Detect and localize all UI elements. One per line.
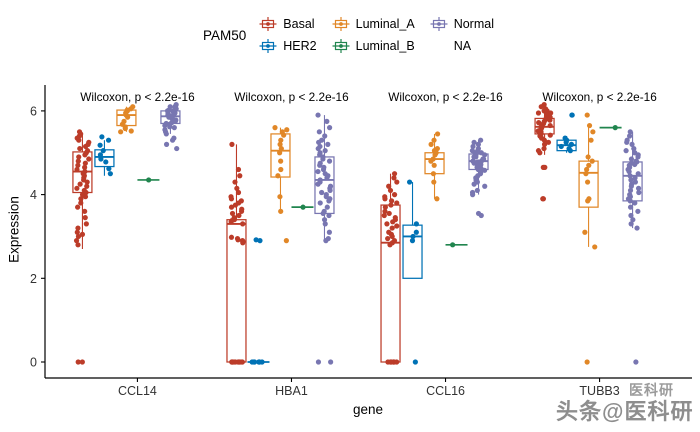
legend-item-her2: HER2 [259, 35, 317, 57]
legend-label: Luminal_A [355, 17, 415, 31]
y-axis-title: Expression [6, 196, 22, 263]
svg-text:HBA1: HBA1 [275, 384, 308, 398]
boxplot-key-icon [332, 15, 350, 33]
svg-text:Wilcoxon, p < 2.2e-16: Wilcoxon, p < 2.2e-16 [234, 90, 349, 104]
legend-item-basal: Basal [259, 13, 316, 35]
watermark-large: 头条@医科研 [556, 399, 694, 424]
legend-title: PAM50 [203, 27, 247, 43]
svg-text:Wilcoxon, p < 2.2e-16: Wilcoxon, p < 2.2e-16 [542, 90, 657, 104]
legend-label: Normal [453, 17, 494, 31]
legend-label: Basal [283, 17, 315, 31]
watermark-small: 医科研 [629, 382, 674, 398]
svg-text:6: 6 [30, 104, 37, 118]
legend-grid: Basal HER2 Luminal_A Luminal_B Normal NA [259, 13, 494, 57]
boxplot-key-icon [259, 15, 277, 33]
legend-item-normal: Normal [430, 13, 494, 35]
boxplot-key-icon [259, 37, 277, 55]
svg-text:Wilcoxon, p < 2.2e-16: Wilcoxon, p < 2.2e-16 [388, 90, 503, 104]
boxplot-key-icon [332, 37, 350, 55]
legend-label: Luminal_B [355, 39, 415, 53]
legend: PAM50 Basal HER2 Luminal_A Luminal_B Nor… [203, 13, 494, 57]
svg-text:2: 2 [30, 272, 37, 286]
boxplot-key-icon [430, 15, 448, 33]
legend-label: NA [453, 39, 472, 53]
svg-text:0: 0 [30, 356, 37, 370]
legend-item-na: NA [430, 35, 494, 57]
legend-label: HER2 [283, 39, 317, 53]
svg-text:CCL16: CCL16 [426, 384, 465, 398]
legend-item-luminal-a: Luminal_A [332, 13, 415, 35]
svg-text:TUBB3: TUBB3 [579, 384, 619, 398]
svg-text:Wilcoxon, p < 2.2e-16: Wilcoxon, p < 2.2e-16 [80, 90, 195, 104]
empty-key [430, 37, 448, 55]
svg-text:4: 4 [30, 188, 37, 202]
x-axis-title: gene [352, 402, 384, 417]
legend-item-luminal-b: Luminal_B [332, 35, 415, 57]
svg-text:CCL14: CCL14 [118, 384, 157, 398]
